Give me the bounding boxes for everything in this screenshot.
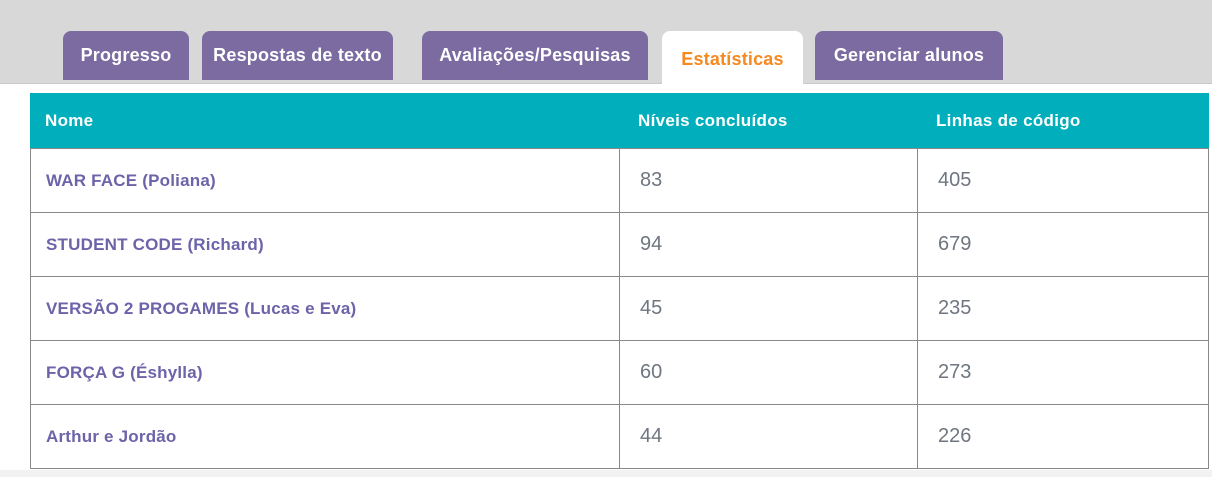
table-row: FORÇA G (Éshylla) 60 273 <box>31 340 1208 404</box>
cell-student-name[interactable]: VERSÃO 2 PROGAMES (Lucas e Eva) <box>46 298 357 318</box>
cell-student-name[interactable]: FORÇA G (Éshylla) <box>46 362 203 382</box>
tab-avaliacoes-pesquisas[interactable]: Avaliações/Pesquisas <box>422 31 648 80</box>
cell-student-name[interactable]: WAR FACE (Poliana) <box>46 170 216 190</box>
cell-student-name[interactable]: STUDENT CODE (Richard) <box>46 234 264 254</box>
cell-lines-of-code: 235 <box>917 277 1208 340</box>
cell-student-name[interactable]: Arthur e Jordão <box>46 426 177 446</box>
table-row: STUDENT CODE (Richard) 94 679 <box>31 212 1208 276</box>
column-header-nome: Nome <box>45 110 94 130</box>
tab-estatisticas-active[interactable]: Estatísticas <box>662 31 803 88</box>
statistics-table: Nome Níveis concluídos Linhas de código … <box>30 93 1209 469</box>
column-header-linhas-de-codigo: Linhas de código <box>936 110 1081 130</box>
tab-gerenciar-alunos[interactable]: Gerenciar alunos <box>815 31 1003 80</box>
cell-levels-completed: 83 <box>619 149 917 212</box>
bottom-strip <box>0 470 1212 477</box>
cell-levels-completed: 44 <box>619 405 917 468</box>
table-header-row: Nome Níveis concluídos Linhas de código <box>30 93 1209 148</box>
cell-levels-completed: 45 <box>619 277 917 340</box>
cell-levels-completed: 60 <box>619 341 917 404</box>
tab-progresso[interactable]: Progresso <box>63 31 189 80</box>
table-row: Arthur e Jordão 44 226 <box>31 404 1208 468</box>
cell-lines-of-code: 226 <box>917 405 1208 468</box>
cell-lines-of-code: 405 <box>917 149 1208 212</box>
table-row: VERSÃO 2 PROGAMES (Lucas e Eva) 45 235 <box>31 276 1208 340</box>
table-body: WAR FACE (Poliana) 83 405 STUDENT CODE (… <box>30 148 1209 469</box>
cell-lines-of-code: 679 <box>917 213 1208 276</box>
tab-respostas-de-texto[interactable]: Respostas de texto <box>202 31 393 80</box>
column-header-niveis-concluidos: Níveis concluídos <box>638 110 788 130</box>
cell-levels-completed: 94 <box>619 213 917 276</box>
table-row: WAR FACE (Poliana) 83 405 <box>31 149 1208 212</box>
cell-lines-of-code: 273 <box>917 341 1208 404</box>
